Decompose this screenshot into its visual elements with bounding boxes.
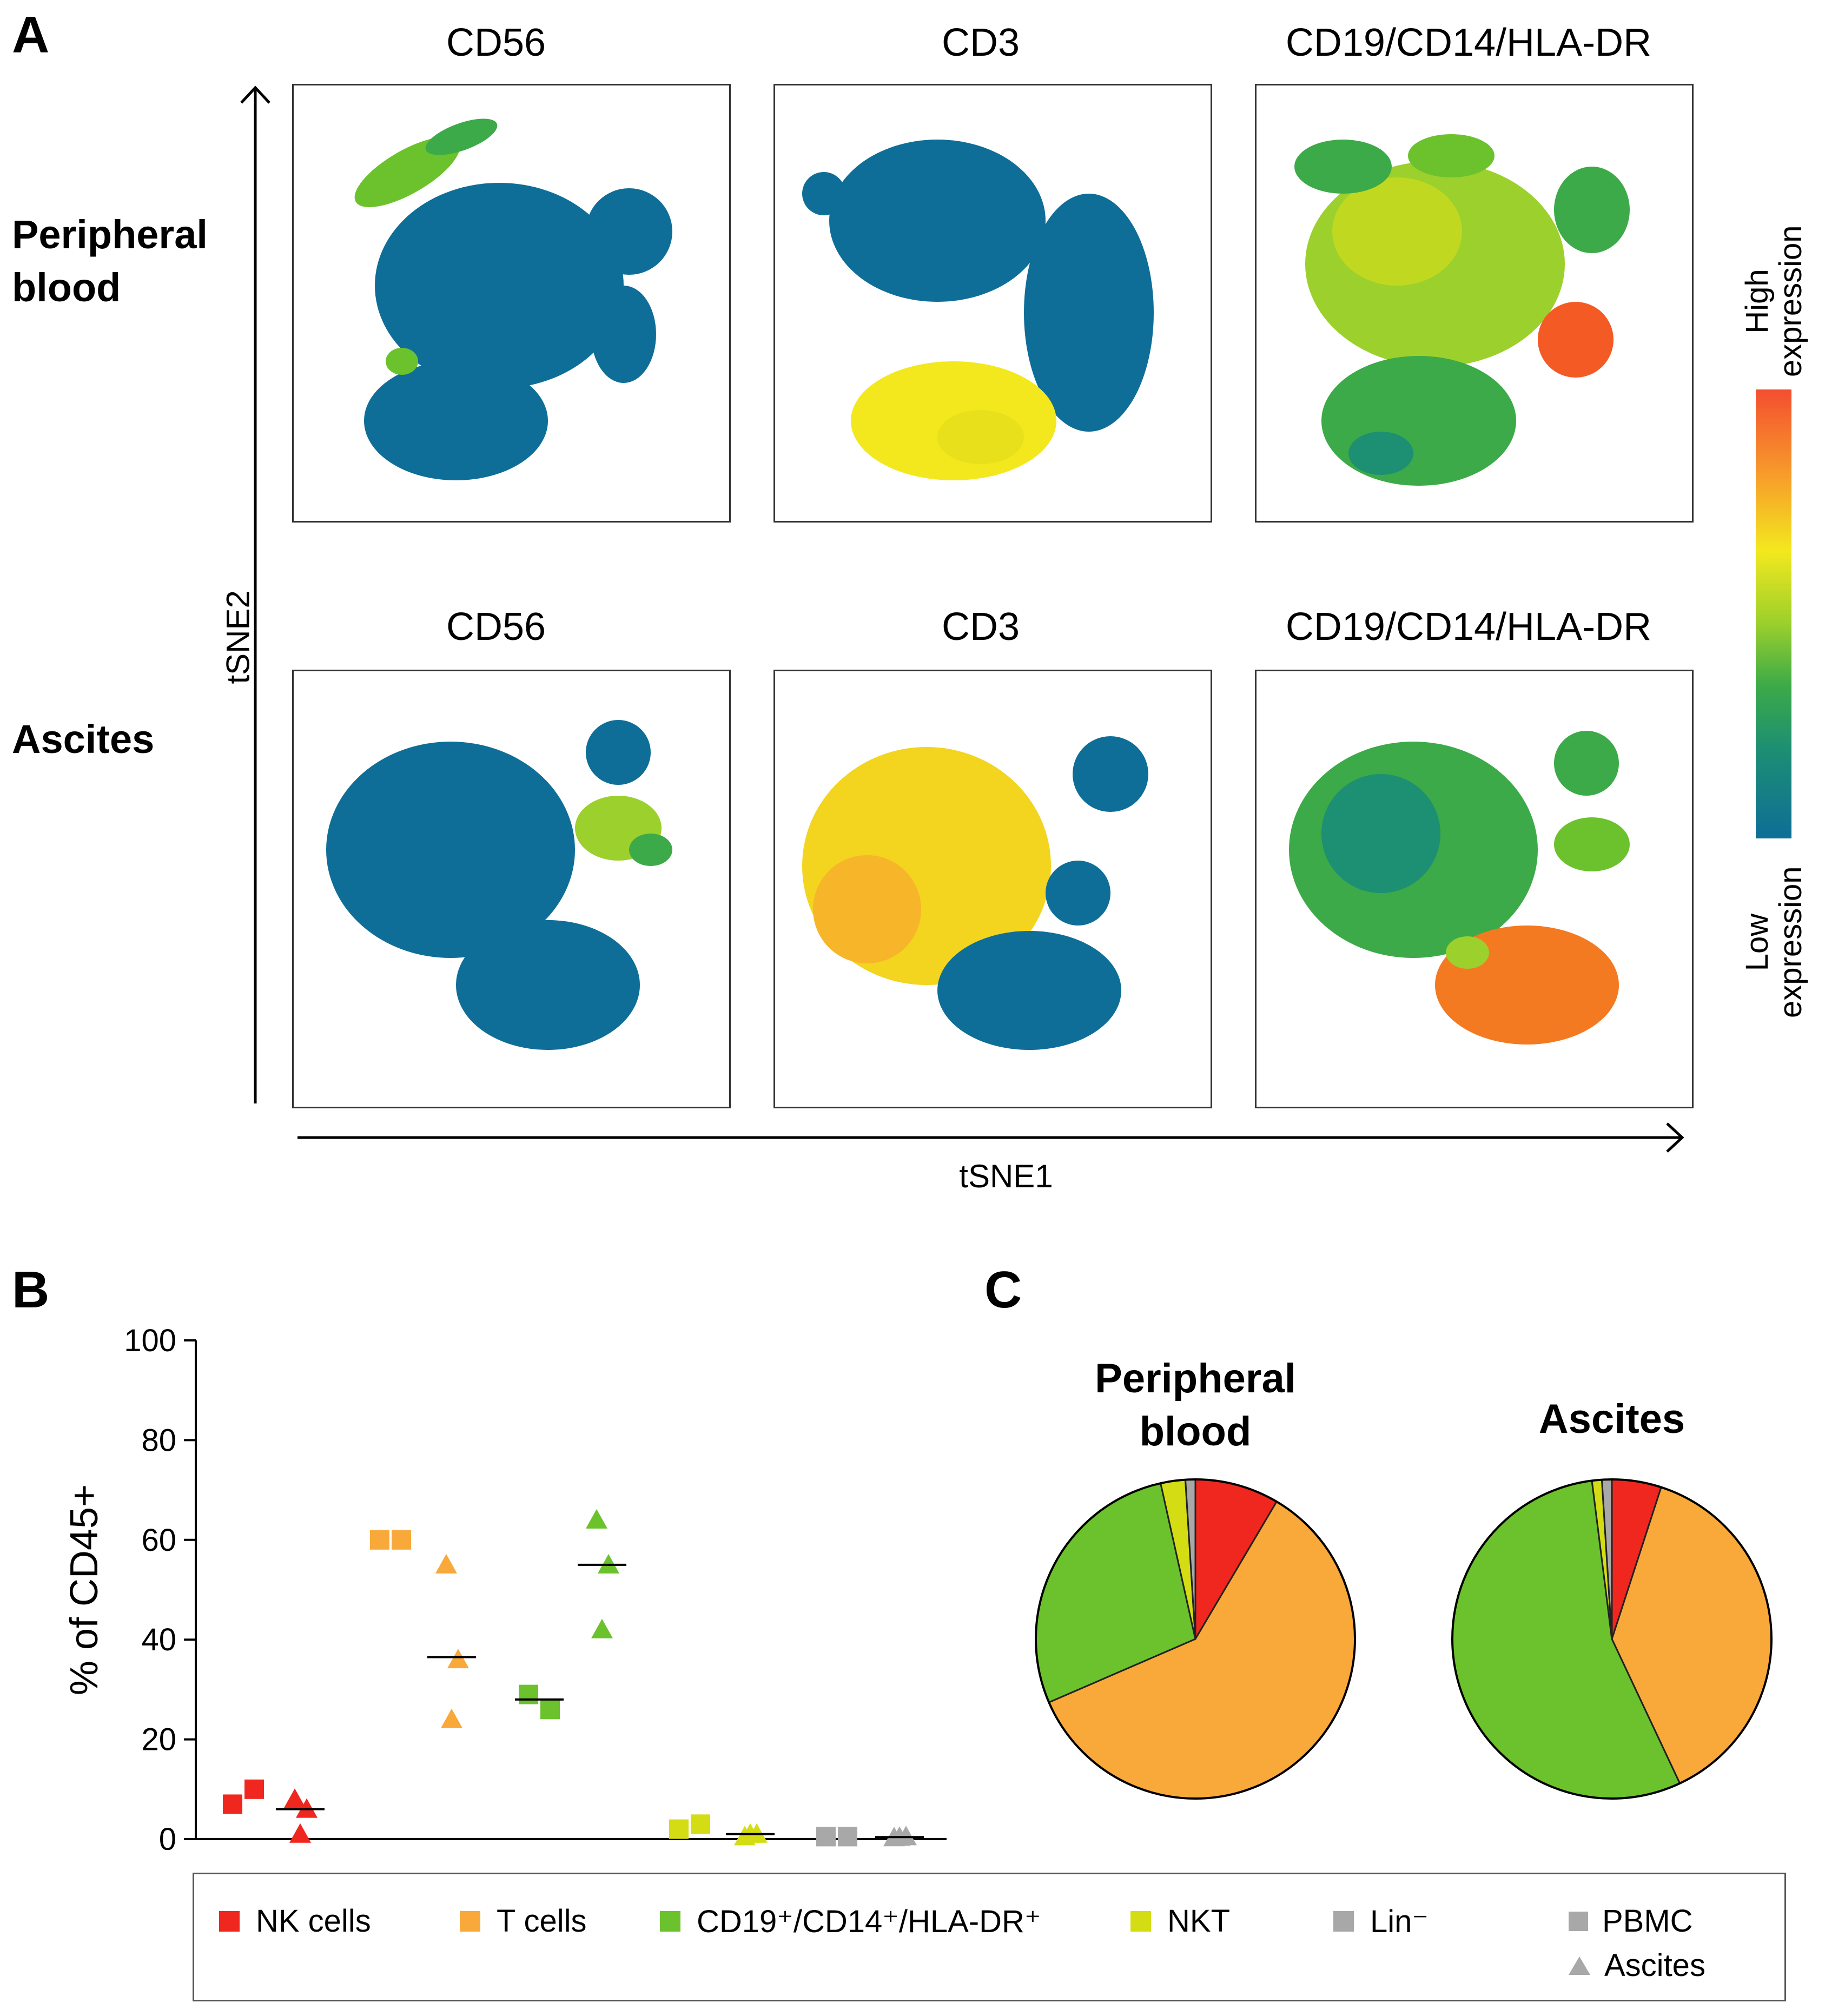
scatter-point-ascites bbox=[586, 1509, 607, 1529]
legend-item: T cells bbox=[460, 1903, 587, 1939]
y-tick-label: 20 bbox=[141, 1722, 176, 1757]
legend-swatch bbox=[1130, 1911, 1151, 1932]
y-tick-label: 40 bbox=[141, 1622, 176, 1657]
legend-shape-label: Ascites bbox=[1604, 1948, 1705, 1983]
square-marker-icon bbox=[1569, 1911, 1588, 1931]
pie-outline bbox=[1451, 1478, 1773, 1800]
triangle-marker-icon bbox=[1569, 1956, 1590, 1975]
scatter-point-pbmc bbox=[392, 1530, 411, 1550]
legend-item: NKT bbox=[1130, 1903, 1230, 1939]
scatter-point-pbmc bbox=[370, 1530, 389, 1550]
scatter-point-ascites bbox=[296, 1798, 318, 1818]
col-title-cd56-bottom: CD56 bbox=[446, 605, 546, 649]
scatter-point-ascites bbox=[284, 1788, 306, 1808]
x-axis-label-tsne1: tSNE1 bbox=[959, 1158, 1053, 1194]
y-axis-label: % of CD45+ bbox=[63, 1484, 106, 1695]
col-title-cd19-top: CD19/CD14/HLA-DR bbox=[1285, 21, 1652, 64]
y-axis-label-tsne2: tSNE2 bbox=[220, 590, 256, 684]
legend-swatch bbox=[460, 1911, 480, 1932]
tsne-cloud bbox=[326, 720, 672, 1050]
panel-b-letter: B bbox=[12, 1261, 50, 1319]
pie-title-ascites: Ascites bbox=[1538, 1396, 1685, 1442]
tsne-cloud bbox=[1294, 134, 1630, 486]
legend-categories: NK cells T cells CD19⁺/CD14⁺/HLA-DR⁺ NKT Lin… bbox=[219, 1903, 1517, 1946]
y-tick-label: 100 bbox=[124, 1323, 176, 1358]
tsne-plot-pb-cd56 bbox=[292, 84, 731, 523]
scatter-point-ascites bbox=[441, 1708, 462, 1728]
pie-chart-peripheral-blood bbox=[1035, 1478, 1356, 1800]
legend-swatch bbox=[219, 1911, 240, 1932]
row-label-peripheral-blood: Peripheral blood bbox=[12, 212, 208, 310]
legend-label: Lin⁻ bbox=[1370, 1904, 1429, 1939]
scatter-point-pbmc bbox=[519, 1684, 538, 1704]
scatter-point-pbmc bbox=[540, 1700, 560, 1720]
scatter-point-pbmc bbox=[816, 1827, 836, 1847]
expression-colorbar bbox=[1756, 389, 1791, 838]
tsne-plot-pb-cd19 bbox=[1255, 84, 1694, 523]
legend-label: CD19⁺/CD14⁺/HLA-DR⁺ bbox=[697, 1904, 1041, 1939]
tsne-cloud bbox=[1289, 731, 1630, 1045]
legend-item: NK cells bbox=[219, 1903, 371, 1939]
scatter-point-ascites bbox=[591, 1618, 613, 1638]
tsne-cloud bbox=[802, 140, 1154, 480]
tsne-cloud bbox=[354, 118, 672, 480]
scatter-point-ascites bbox=[289, 1823, 311, 1843]
scatter-point-pbmc bbox=[669, 1819, 689, 1839]
tsne-axes bbox=[240, 85, 1684, 1153]
tsne-plot-as-cd19 bbox=[1255, 670, 1694, 1108]
row-label-ascites: Ascites bbox=[12, 717, 155, 762]
colorbar-low-label: Low expression bbox=[1740, 866, 1808, 1018]
col-title-cd19-bottom: CD19/CD14/HLA-DR bbox=[1285, 605, 1652, 649]
legend-swatch bbox=[660, 1911, 680, 1932]
col-title-cd3-top: CD3 bbox=[941, 21, 1020, 64]
legend-label: T cells bbox=[497, 1903, 587, 1939]
colorbar-high-label: High expression bbox=[1740, 225, 1808, 377]
pie-chart-ascites bbox=[1451, 1478, 1773, 1800]
legend-label: NKT bbox=[1167, 1903, 1230, 1939]
panel-c-letter: C bbox=[984, 1261, 1022, 1319]
y-tick-label: 0 bbox=[159, 1822, 176, 1850]
legend-shape-item: Ascites bbox=[1569, 1947, 1705, 1984]
scatter-point-pbmc bbox=[223, 1794, 242, 1814]
legend-shapes: PBMC Ascites bbox=[1569, 1903, 1763, 1995]
legend-item: CD19⁺/CD14⁺/HLA-DR⁺ bbox=[660, 1903, 1041, 1940]
legend-box bbox=[193, 1873, 1786, 2001]
scatter-plot-percent-cd45: 0 20 40 60 80 100 % of CD45+ bbox=[63, 1323, 947, 1850]
legend-swatch bbox=[1333, 1911, 1354, 1932]
pie-title-peripheral-blood: Peripheral blood bbox=[1095, 1356, 1296, 1455]
scatter-point-pbmc bbox=[691, 1814, 710, 1834]
legend-label: NK cells bbox=[256, 1903, 371, 1939]
scatter-point-pbmc bbox=[244, 1779, 264, 1799]
tsne-plot-pb-cd3 bbox=[773, 84, 1212, 523]
tsne-plot-as-cd3 bbox=[773, 670, 1212, 1108]
scatter-point-ascites bbox=[598, 1554, 619, 1574]
scatter-point-ascites bbox=[435, 1554, 457, 1574]
tsne-plot-as-cd56 bbox=[292, 670, 731, 1108]
y-tick-label: 60 bbox=[141, 1523, 176, 1558]
panel-a-letter: A bbox=[12, 6, 50, 64]
col-title-cd56-top: CD56 bbox=[446, 21, 546, 64]
y-tick-label: 80 bbox=[141, 1423, 176, 1458]
tsne-cloud bbox=[802, 736, 1148, 1050]
legend-shape-label: PBMC bbox=[1602, 1903, 1693, 1939]
scatter-point-pbmc bbox=[838, 1827, 857, 1847]
legend-shape-item: PBMC bbox=[1569, 1903, 1693, 1939]
scatter-point-ascites bbox=[447, 1649, 469, 1669]
pie-outline bbox=[1035, 1478, 1356, 1800]
col-title-cd3-bottom: CD3 bbox=[941, 605, 1020, 649]
legend-item: Lin⁻ bbox=[1333, 1903, 1429, 1940]
